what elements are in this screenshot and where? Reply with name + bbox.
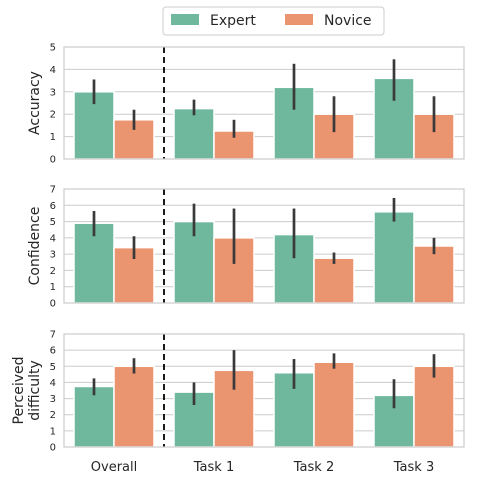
x-tick-label: Task 2	[293, 460, 334, 475]
legend: Expert Novice	[162, 6, 385, 36]
bar-novice-task-2	[313, 257, 355, 304]
bar-novice-task-3	[413, 365, 455, 448]
y-tick-label: 4	[50, 378, 56, 389]
y-tick-label: 6	[50, 346, 56, 357]
y-tick-label: 5	[50, 217, 56, 228]
legend-swatch-novice	[285, 14, 313, 25]
y-tick-label: 0	[50, 155, 56, 166]
legend-swatch-expert	[171, 14, 199, 25]
panel-3: 0 1 2 3 4 5 6 7 Perceiveddifficulty Overall Task 1…	[11, 330, 465, 475]
legend-box	[162, 6, 385, 36]
bar-novice-task-1	[213, 237, 255, 304]
y-tick-label: 4	[50, 233, 56, 244]
y-tick-label: 1	[50, 426, 56, 437]
x-tick-label: Task 3	[393, 460, 434, 475]
y-tick-label: 3	[50, 87, 56, 98]
y-axis-label: Confidence	[27, 207, 43, 286]
y-axis-label: Accuracy	[27, 71, 43, 135]
panel-1: 0 1 2 3 4 5 Accuracy	[27, 43, 465, 166]
plot-frame	[63, 46, 465, 160]
y-tick-label: 3	[50, 394, 56, 405]
x-tick-label: Task 1	[193, 460, 234, 475]
y-tick-label: 6	[50, 201, 56, 212]
x-tick-label: Overall	[91, 460, 137, 475]
y-tick-label: 0	[50, 443, 56, 454]
bar-expert-task-1	[173, 107, 215, 160]
y-tick-label: 5	[50, 362, 56, 373]
panel-2: 0 1 2 3 4 5 6 7 Confidence	[27, 185, 465, 310]
plot-frame	[63, 188, 465, 304]
legend-label-novice: Novice	[324, 13, 372, 29]
y-tick-label: 1	[50, 282, 56, 293]
bar-expert-overall	[73, 385, 115, 448]
y-tick-label: 3	[50, 250, 56, 261]
y-tick-label: 4	[50, 65, 56, 76]
y-tick-label: 7	[50, 330, 56, 341]
y-tick-label: 7	[50, 185, 56, 196]
y-tick-label: 5	[50, 43, 56, 54]
y-tick-label: 2	[50, 410, 56, 421]
legend-label-expert: Expert	[210, 13, 256, 29]
y-tick-label: 2	[50, 266, 56, 277]
y-tick-label: 0	[50, 299, 56, 310]
bar-expert-task-3	[373, 211, 415, 304]
y-axis-label: Perceiveddifficulty	[11, 357, 43, 425]
bar-novice-overall	[113, 365, 155, 448]
y-tick-label: 1	[50, 132, 56, 143]
bar-novice-task-3	[413, 245, 455, 304]
bar-novice-task-2	[313, 361, 355, 448]
plot-frame	[63, 333, 465, 448]
y-tick-label: 2	[50, 110, 56, 121]
